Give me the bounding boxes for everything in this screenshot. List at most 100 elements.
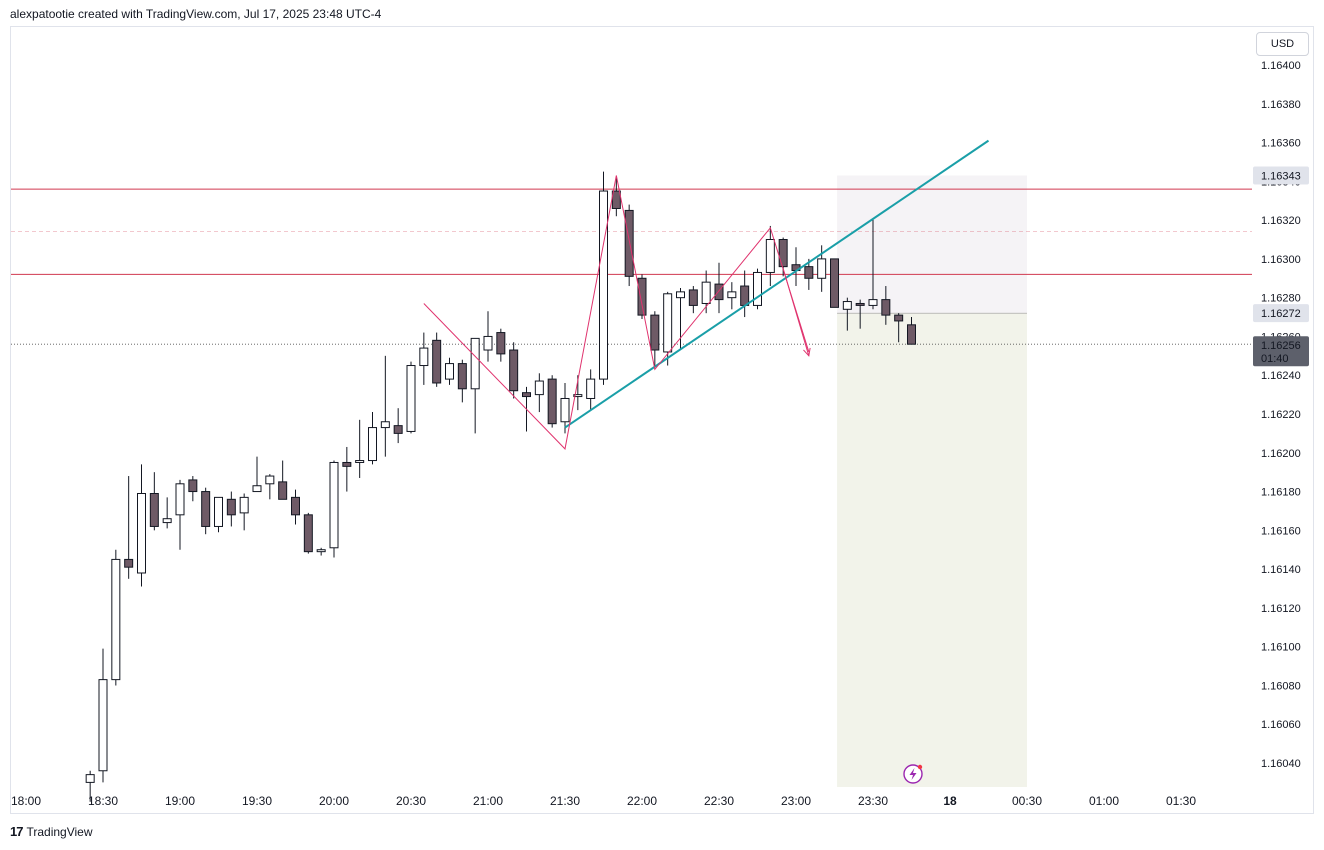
y-tick-label: 1.16320 [1261, 215, 1301, 227]
candlestick-series [85, 171, 916, 802]
price-label-bg-1 [1253, 304, 1309, 323]
tradingview-logo[interactable]: 17 TradingView [10, 824, 93, 839]
candle-body-51 [740, 285, 750, 306]
candle-body-45 [663, 293, 673, 353]
y-tick-label: 1.16160 [1261, 525, 1301, 537]
y-tick-label: 1.16380 [1261, 99, 1301, 111]
candle-body-15 [278, 481, 288, 500]
candle-body-14 [265, 475, 275, 485]
candle-body-38 [573, 394, 583, 398]
candle-body-5 [149, 492, 159, 527]
y-tick-label: 1.16060 [1261, 719, 1301, 731]
candle-body-56 [804, 266, 814, 279]
candle-body-35 [534, 380, 544, 396]
x-tick-label: 18 [943, 794, 957, 808]
y-tick-label: 1.16040 [1261, 758, 1301, 770]
candle-body-2 [111, 558, 121, 681]
take-profit-zone [837, 313, 1027, 787]
x-tick-label: 20:00 [319, 794, 349, 808]
candle-body-32 [496, 332, 506, 355]
chart-drawings [423, 139, 990, 450]
brand-name: TradingView [26, 824, 93, 839]
candle-body-17 [303, 514, 313, 553]
candle-body-20 [342, 461, 352, 467]
chart-frame [10, 26, 1314, 814]
x-tick-label: 01:00 [1089, 794, 1119, 808]
candle-body-64 [907, 324, 916, 345]
candle-body-33 [509, 349, 519, 392]
x-tick-label: 22:00 [627, 794, 657, 808]
candle-body-11 [226, 498, 236, 516]
x-tick-label: 21:30 [550, 794, 580, 808]
y-tick-label: 1.16400 [1261, 60, 1301, 72]
candle-body-12 [239, 496, 249, 514]
candle-body-61 [868, 299, 878, 306]
y-tick-label: 1.16120 [1261, 603, 1301, 615]
y-tick-label: 1.16100 [1261, 642, 1301, 654]
candle-body-1 [98, 679, 108, 772]
position-zones [837, 175, 1027, 787]
candle-body-40 [599, 190, 608, 380]
projection-arrow [782, 268, 810, 356]
candle-body-37 [560, 397, 570, 423]
candle-body-57 [817, 258, 827, 279]
candle-body-50 [727, 291, 737, 299]
countdown-timer: 01:40 [1261, 353, 1289, 365]
candle-body-59 [842, 301, 852, 310]
lightning-icon[interactable] [903, 764, 923, 784]
candle-body-9 [201, 491, 211, 527]
currency-selector[interactable]: USD [1256, 32, 1309, 56]
tv-logo-icon: 17 [10, 824, 24, 839]
candle-body-48 [701, 281, 711, 304]
x-tick-label: 20:30 [396, 794, 426, 808]
y-tick-label: 1.16240 [1261, 370, 1301, 382]
candle-body-24 [393, 425, 403, 434]
x-tick-label: 23:30 [858, 794, 888, 808]
y-tick-label: 1.16200 [1261, 448, 1301, 460]
time-axis: 18:00 18:30 19:00 19:30 20:00 20:30 21:00 21:30… [11, 794, 1196, 808]
x-tick-label: 18:00 [11, 794, 41, 808]
candle-body-63 [894, 314, 904, 322]
current-price-value: 1.16256 [1261, 340, 1301, 352]
candle-body-10 [214, 496, 223, 527]
trend-line [564, 139, 990, 429]
x-tick-label: 01:30 [1166, 794, 1196, 808]
candle-body-4 [137, 492, 146, 574]
candle-body-52 [753, 271, 762, 306]
candle-body-3 [124, 558, 134, 568]
candle-body-41 [611, 190, 621, 209]
current-price-bg [1253, 336, 1309, 367]
y-tick-label: 1.16360 [1261, 138, 1301, 150]
candle-body-0 [85, 774, 95, 783]
pattern-line-0 [423, 175, 810, 450]
price-axis: 1.16040 1.16060 1.16080 1.16100 1.16120 1.161… [1261, 60, 1301, 770]
stop-loss-zone [837, 175, 1027, 314]
x-tick-label: 18:30 [88, 794, 118, 808]
candle-body-27 [432, 339, 442, 384]
y-tick-label: 1.16220 [1261, 409, 1301, 421]
y-tick-label: 1.16080 [1261, 680, 1301, 692]
candle-body-53 [765, 239, 775, 273]
candle-body-26 [419, 347, 429, 367]
y-tick-label: 1.16300 [1261, 254, 1301, 266]
price-label-bg-0 [1253, 166, 1309, 185]
candle-body-21 [355, 460, 365, 463]
candle-body-18 [316, 549, 326, 553]
arrow-head [803, 347, 811, 357]
price-label-0: 1.16343 [1261, 171, 1301, 183]
x-tick-label: 19:30 [242, 794, 272, 808]
x-tick-label: 21:00 [473, 794, 503, 808]
candle-body-39 [586, 378, 596, 399]
candle-body-49 [714, 283, 724, 301]
candle-body-6 [162, 518, 172, 524]
chart-attribution: alexpatootie created with TradingView.co… [10, 7, 382, 21]
candle-body-34 [522, 392, 531, 398]
candle-body-28 [445, 363, 454, 380]
y-tick-label: 1.16280 [1261, 293, 1301, 305]
candle-body-25 [406, 365, 416, 432]
candle-body-7 [175, 483, 185, 516]
candle-body-16 [291, 496, 300, 516]
x-tick-label: 00:30 [1012, 794, 1042, 808]
